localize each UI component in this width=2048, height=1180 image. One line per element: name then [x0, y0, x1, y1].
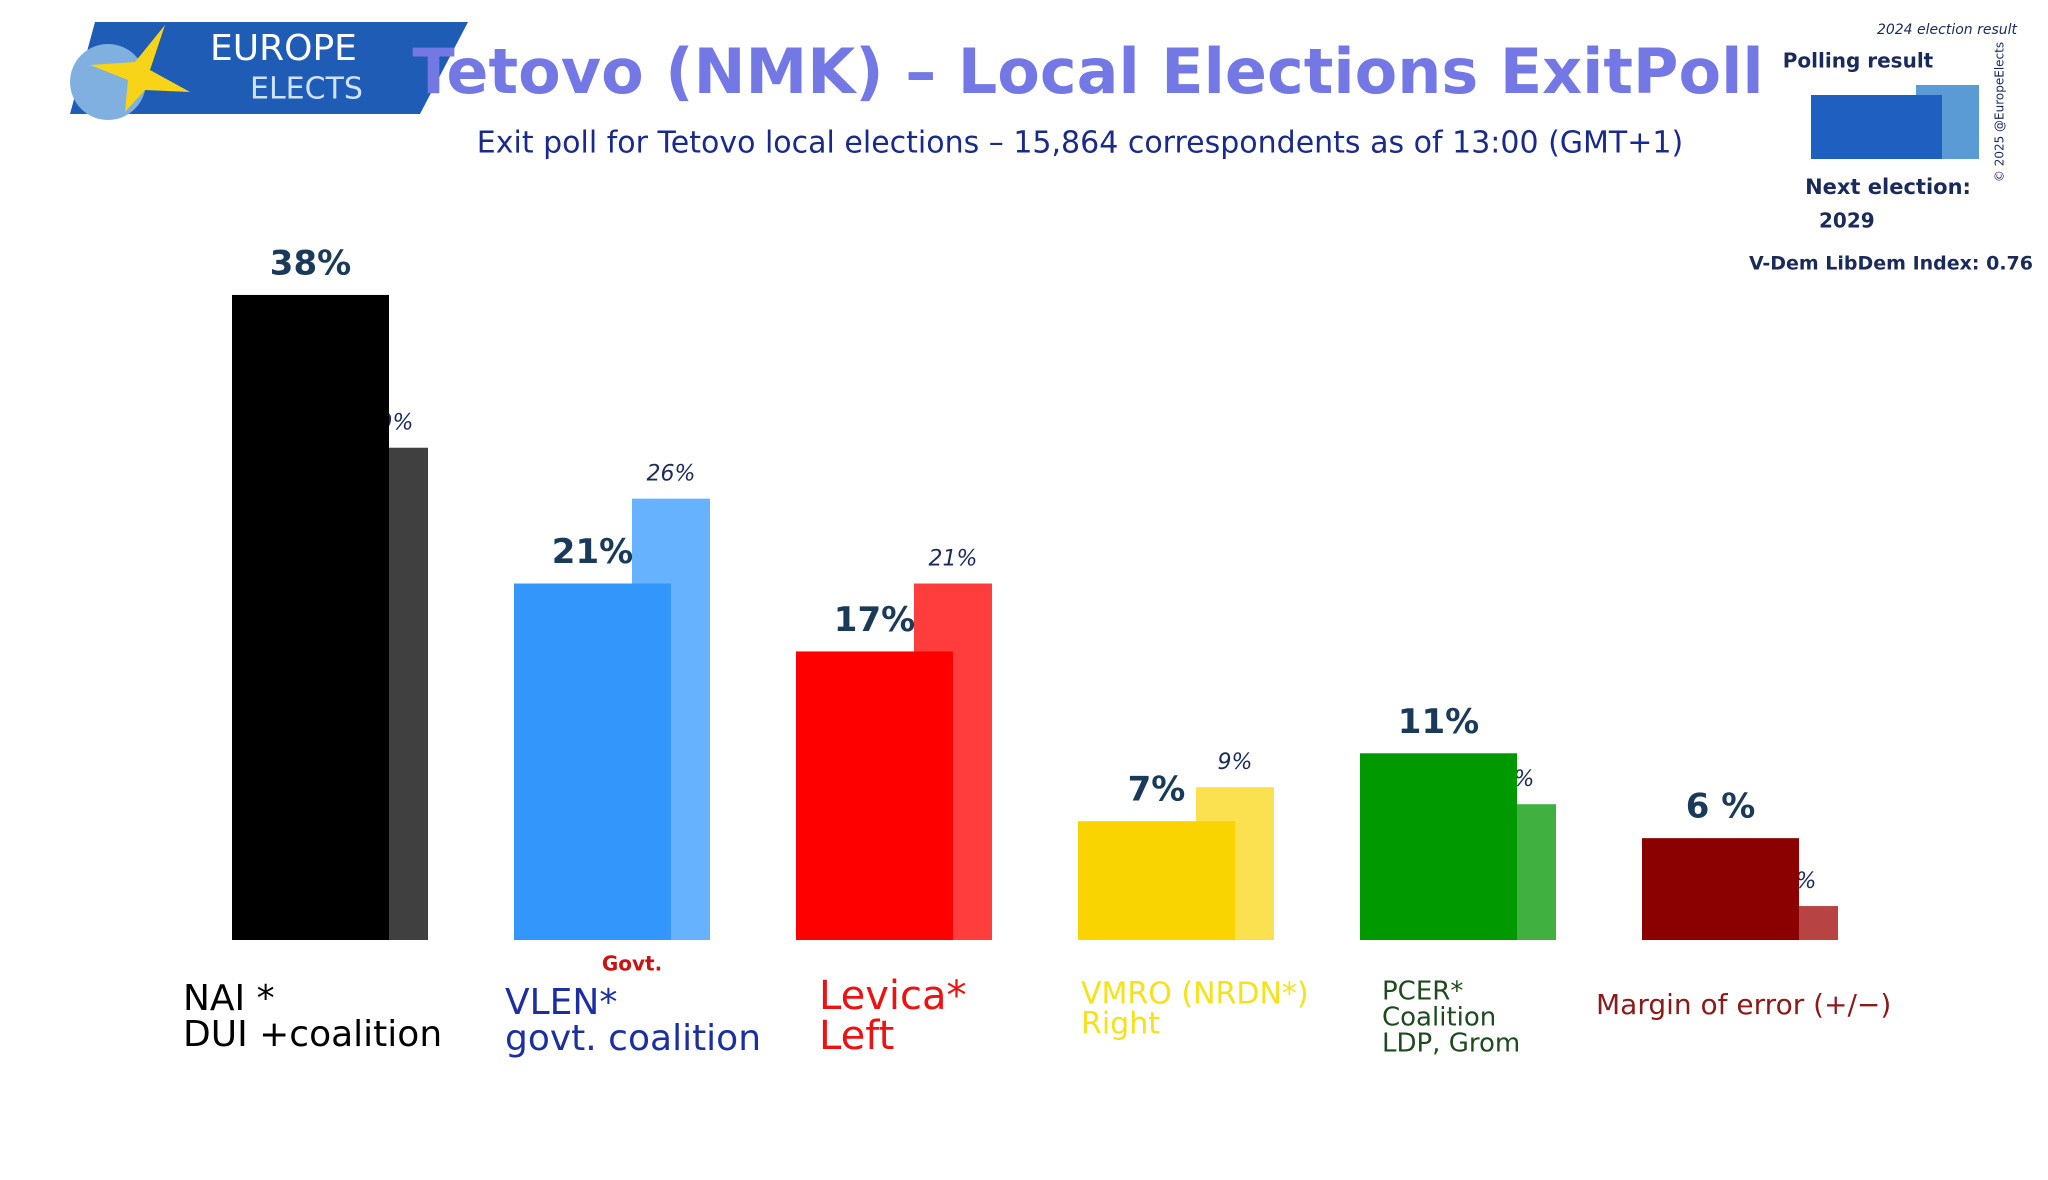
legend-swatch — [1811, 95, 1942, 159]
index-note: V-Dem LibDem Index: 0.76 — [1749, 253, 2033, 275]
bar — [514, 583, 671, 940]
annotation: Govt. — [602, 952, 662, 976]
x-tick-label: NAI * — [183, 978, 275, 1019]
copyright: © 2025 @EuropeElects — [1993, 42, 2007, 182]
value-label: 38% — [270, 243, 351, 283]
bar — [1078, 821, 1235, 940]
logo-text: EUROPE — [210, 28, 357, 69]
x-tick-label: DUI +coalition — [183, 1014, 442, 1055]
x-tick-label: Coalition — [1382, 1003, 1496, 1033]
bar — [232, 294, 389, 940]
value-label: 26% — [647, 462, 696, 487]
legend-label: 2024 election result — [1877, 22, 2018, 38]
x-tick-label: LDP, Grom — [1382, 1029, 1520, 1059]
value-label: 7% — [1128, 770, 1186, 810]
value-label: 6 % — [1686, 787, 1756, 827]
x-tick-label: PCER* — [1382, 977, 1463, 1007]
legend: Polling result 2024 election result © 20… — [1749, 22, 2033, 275]
x-tick-label: Left — [819, 1013, 894, 1059]
bar — [796, 651, 953, 940]
x-tick-label: VMRO (NRDN*) — [1081, 977, 1309, 1012]
logo-star — [90, 25, 190, 112]
chart-subtitle: Exit poll for Tetovo local elections – 1… — [477, 126, 1683, 161]
bar — [1642, 838, 1799, 940]
x-tick-label: govt. coalition — [505, 1018, 761, 1059]
value-label: 21% — [929, 547, 978, 572]
x-tick-label: Margin of error (+/−) — [1596, 988, 1891, 1021]
chart-title: Tetovo (NMK) – Local Elections ExitPoll — [412, 35, 1763, 108]
x-tick-label: Right — [1081, 1007, 1160, 1042]
x-tick-label: VLEN* — [505, 982, 617, 1023]
logo-text: ELECTS — [250, 72, 363, 107]
value-label: 11% — [1398, 702, 1479, 742]
bar — [1360, 753, 1517, 940]
value-label: 17% — [834, 600, 915, 640]
value-label: 9% — [1218, 750, 1253, 775]
legend-label: Polling result — [1783, 49, 1934, 73]
x-tick-label: Levica* — [819, 973, 966, 1019]
next-election-label: Next election: — [1805, 175, 1971, 199]
next-election: 2029 — [1819, 209, 1875, 233]
logo: EUROPE ELECTS — [70, 22, 468, 120]
value-label: 21% — [552, 532, 633, 572]
